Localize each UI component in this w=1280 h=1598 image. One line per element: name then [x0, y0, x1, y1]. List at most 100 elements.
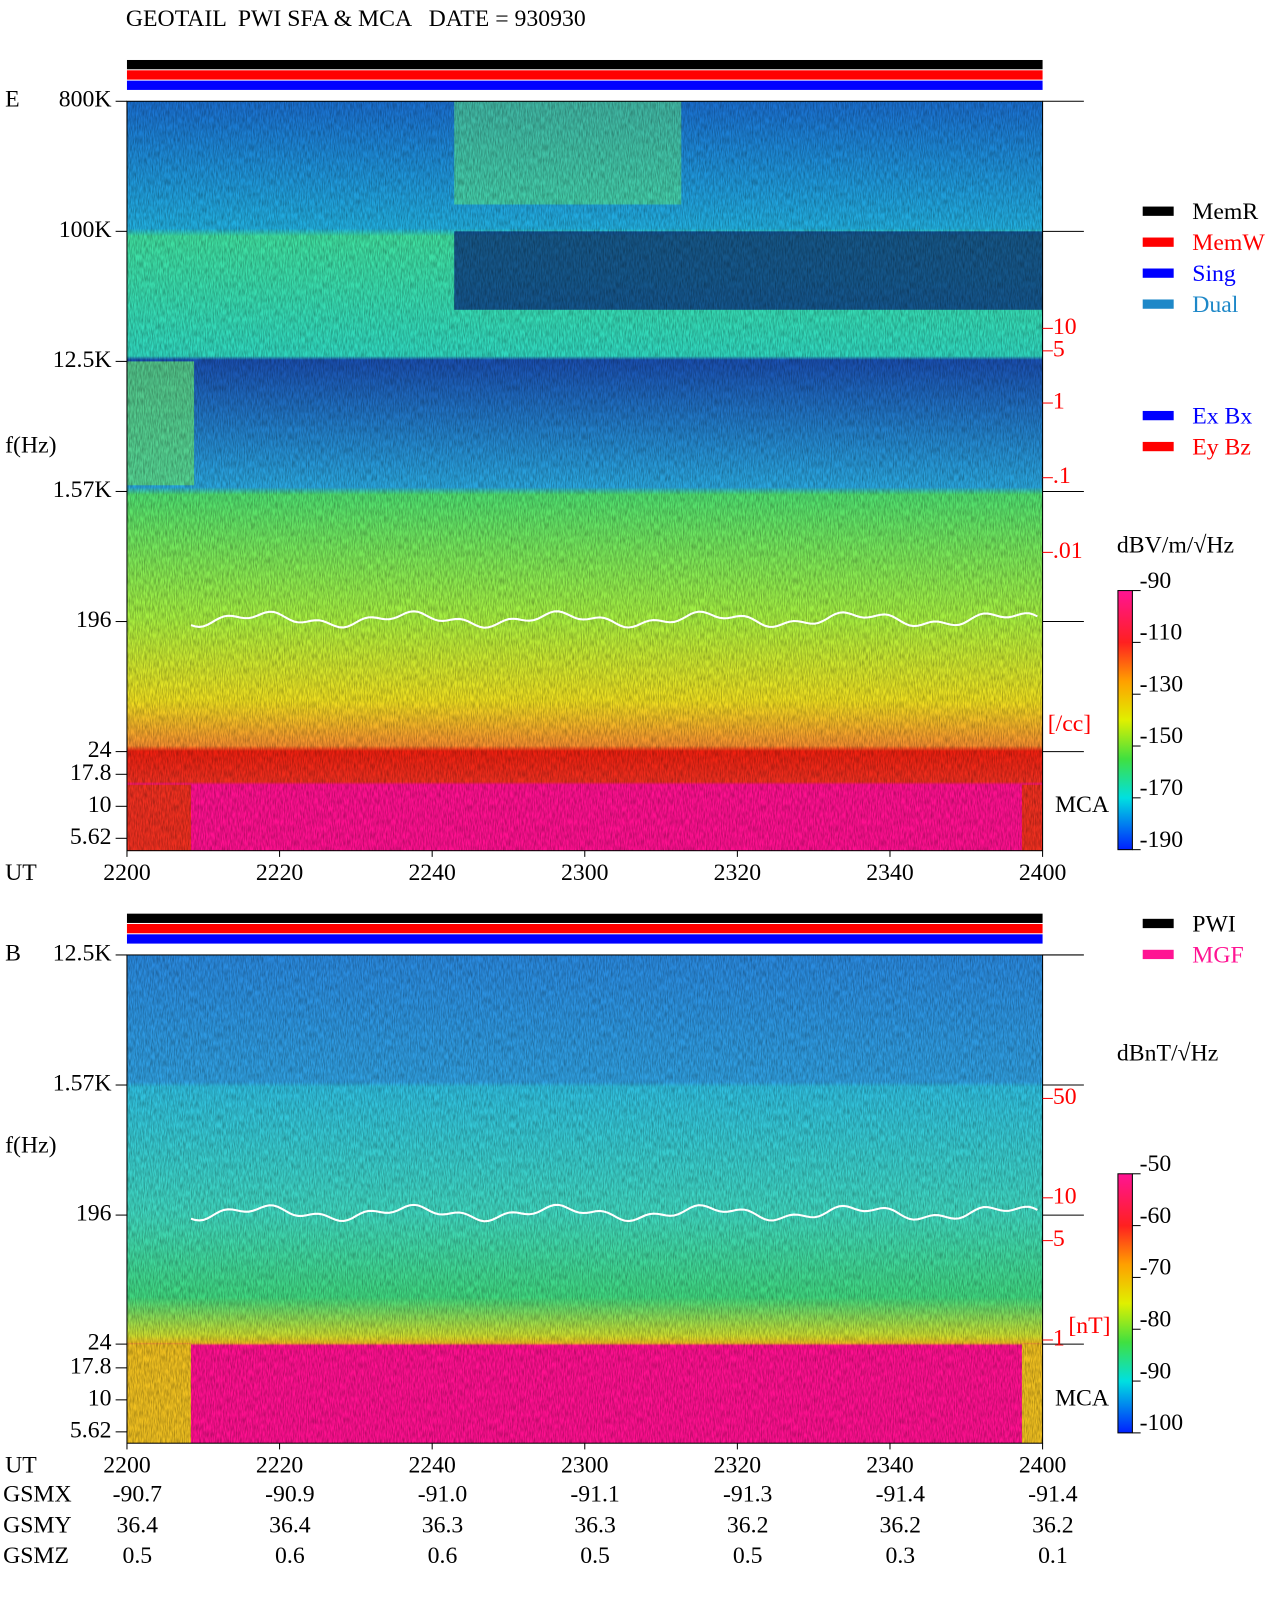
colorbar	[1117, 1173, 1133, 1434]
y-tick-label: 12.5K	[53, 347, 112, 373]
x-tick-label: 2200	[103, 860, 150, 886]
density-tick-label: 5	[1053, 336, 1065, 362]
colorbar-tick-label: -100	[1140, 1410, 1184, 1436]
legend-swatch	[1142, 918, 1174, 929]
legend-label: Dual	[1192, 292, 1239, 318]
orbit-value: 36.2	[727, 1512, 769, 1538]
x-tick-label: 2240	[408, 1452, 455, 1478]
density-tick-label: .1	[1053, 463, 1071, 489]
legend-label: MGF	[1192, 942, 1243, 968]
density-tick-label: 5	[1053, 1226, 1065, 1252]
orbit-value: 0.1	[1038, 1543, 1068, 1569]
spectrogram-b	[126, 954, 1043, 1444]
colorbar-tick-label: -60	[1140, 1203, 1172, 1229]
x-tick-label: 2240	[408, 860, 455, 886]
orbit-value: 0.5	[733, 1543, 763, 1569]
y-axis-label: f(Hz)	[5, 1132, 56, 1158]
x-tick-label: 2400	[1019, 860, 1066, 886]
x-tick-label: 2300	[561, 860, 608, 886]
legend-swatch	[1142, 949, 1174, 960]
x-tick-label: 2400	[1019, 1452, 1066, 1478]
legend-label: MemW	[1192, 230, 1265, 256]
orbit-value: -91.3	[723, 1481, 772, 1507]
legend-label: PWI	[1192, 912, 1236, 938]
y-tick-label: 1.57K	[53, 1070, 112, 1096]
colorbar-unit: dBV/m/√Hz	[1117, 533, 1234, 559]
orbit-row-name: GSMZ	[3, 1543, 69, 1569]
density-unit: [/cc]	[1048, 711, 1091, 737]
colorbar-tick-label: -190	[1140, 827, 1184, 853]
legend-label: MemR	[1192, 199, 1258, 225]
orbit-value: 36.4	[269, 1512, 311, 1538]
status-bar	[126, 923, 1043, 934]
x-tick-label: 2300	[561, 1452, 608, 1478]
y-tick-label: 17.8	[70, 760, 112, 786]
density-tick-label: 10	[1053, 314, 1077, 340]
status-bar	[126, 934, 1043, 944]
plasma-line	[190, 1203, 1038, 1223]
y-tick-label: 196	[76, 607, 112, 633]
colorbar-unit: dBnT/√Hz	[1117, 1041, 1218, 1067]
density-tick-label: 50	[1053, 1084, 1077, 1110]
y-tick-label: 10	[88, 792, 112, 818]
y-tick-label: 10	[88, 1385, 112, 1411]
density-tick-label: 10	[1053, 1183, 1077, 1209]
colorbar-tick-label: -150	[1140, 723, 1184, 749]
x-tick-label: 2200	[103, 1452, 150, 1478]
y-tick-label: 24	[88, 1330, 112, 1356]
x-axis-label: UT	[5, 860, 37, 886]
y-tick-label: 1.57K	[53, 477, 112, 503]
legend-label: Ey Bz	[1192, 435, 1251, 461]
orbit-value: 36.4	[117, 1512, 159, 1538]
x-tick-label: 2220	[256, 1452, 303, 1478]
spectrogram-e	[126, 101, 1043, 851]
mca-label: MCA	[1055, 792, 1109, 818]
density-tick-label: 1	[1053, 388, 1065, 414]
status-bar	[126, 913, 1043, 923]
spectrogram-texture	[126, 954, 1043, 1444]
mca-label: MCA	[1055, 1385, 1109, 1411]
legend-swatch	[1142, 441, 1174, 452]
orbit-value: 36.2	[1032, 1512, 1074, 1538]
orbit-value: 0.3	[885, 1543, 915, 1569]
density-tick-label: .01	[1053, 538, 1083, 564]
orbit-value: -90.9	[265, 1481, 314, 1507]
title: GEOTAIL PWI SFA & MCA DATE = 930930	[126, 6, 586, 32]
plasma-line	[190, 610, 1038, 629]
colorbar-tick-label: -90	[1140, 1358, 1172, 1384]
status-bar	[126, 80, 1043, 90]
y-tick-label: 800K	[59, 87, 112, 113]
colorbar	[1117, 590, 1133, 851]
x-tick-label: 2220	[256, 860, 303, 886]
orbit-value: 0.5	[122, 1543, 152, 1569]
orbit-value: -90.7	[113, 1481, 163, 1507]
colorbar-tick-label: -80	[1140, 1306, 1172, 1332]
orbit-row-name: GSMX	[3, 1481, 72, 1507]
y-tick-label: 24	[88, 737, 112, 763]
orbit-value: -91.1	[570, 1481, 619, 1507]
x-axis-label: UT	[5, 1452, 37, 1478]
x-tick-label: 2320	[714, 860, 761, 886]
orbit-value: -91.0	[418, 1481, 467, 1507]
status-bar	[126, 70, 1043, 80]
orbit-value: 36.2	[880, 1512, 922, 1538]
x-tick-label: 2340	[866, 860, 913, 886]
colorbar-tick-label: -110	[1140, 620, 1183, 646]
y-tick-label: 5.62	[70, 824, 112, 850]
y-tick-label: 12.5K	[53, 940, 112, 966]
colorbar-tick-label: -90	[1140, 568, 1172, 594]
orbit-value: -91.4	[1028, 1481, 1078, 1507]
x-tick-label: 2320	[714, 1452, 761, 1478]
colorbar-tick-label: -50	[1140, 1151, 1172, 1177]
legend-swatch	[1142, 268, 1174, 278]
orbit-value: 36.3	[574, 1512, 616, 1538]
legend-swatch	[1142, 299, 1174, 309]
orbit-value: 36.3	[422, 1512, 464, 1538]
spectrogram-texture	[126, 101, 1043, 851]
y-tick-label: 5.62	[70, 1417, 112, 1443]
legend-swatch	[1142, 206, 1174, 216]
orbit-value: 0.5	[580, 1543, 610, 1569]
density-unit: [nT]	[1068, 1313, 1110, 1339]
